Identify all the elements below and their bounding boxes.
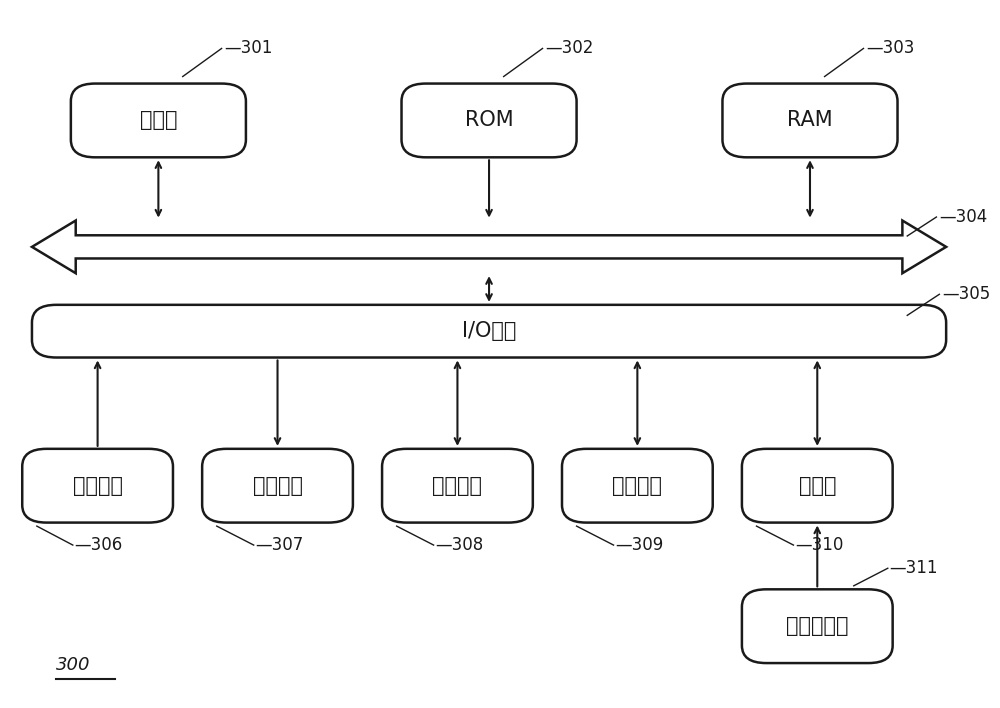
FancyBboxPatch shape: [22, 449, 173, 523]
Polygon shape: [32, 220, 946, 273]
Text: —303: —303: [866, 40, 915, 57]
Text: —308: —308: [436, 536, 484, 554]
Text: 输入部分: 输入部分: [73, 476, 123, 496]
Text: 通信部分: 通信部分: [612, 476, 662, 496]
FancyBboxPatch shape: [742, 449, 893, 523]
Text: —305: —305: [942, 285, 991, 303]
FancyBboxPatch shape: [71, 84, 246, 157]
Text: 存储部分: 存储部分: [432, 476, 482, 496]
Text: 处理器: 处理器: [140, 110, 177, 130]
Text: ROM: ROM: [465, 110, 513, 130]
Text: —307: —307: [256, 536, 304, 554]
Text: —304: —304: [939, 208, 988, 226]
Text: 300: 300: [56, 656, 91, 673]
Text: 驱动器: 驱动器: [799, 476, 836, 496]
FancyBboxPatch shape: [402, 84, 577, 157]
FancyBboxPatch shape: [32, 305, 946, 358]
Text: —302: —302: [545, 40, 594, 57]
FancyBboxPatch shape: [742, 589, 893, 663]
Text: 输出部分: 输出部分: [253, 476, 303, 496]
FancyBboxPatch shape: [722, 84, 898, 157]
Text: —306: —306: [75, 536, 123, 554]
FancyBboxPatch shape: [202, 449, 353, 523]
Text: RAM: RAM: [787, 110, 833, 130]
Text: —310: —310: [795, 536, 844, 554]
FancyBboxPatch shape: [562, 449, 713, 523]
Text: —311: —311: [890, 559, 938, 577]
Text: 可拆卸介质: 可拆卸介质: [786, 616, 849, 636]
FancyBboxPatch shape: [382, 449, 533, 523]
Text: —301: —301: [225, 40, 273, 57]
Text: I/O接口: I/O接口: [462, 321, 516, 341]
Text: —309: —309: [615, 536, 664, 554]
